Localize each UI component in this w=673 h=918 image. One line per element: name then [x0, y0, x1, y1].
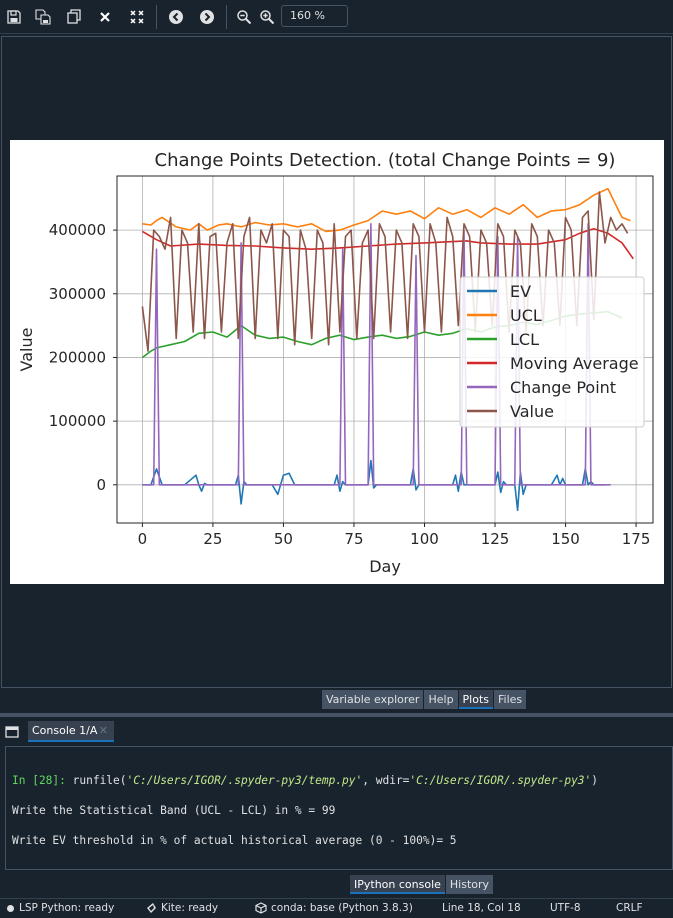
- tab-files[interactable]: Files: [494, 690, 527, 709]
- legend-label: Change Point: [510, 378, 616, 397]
- lsp-status: LSP Python: ready: [6, 899, 114, 918]
- y-tick-label: 300000: [49, 285, 106, 303]
- copy-icon[interactable]: [63, 6, 85, 28]
- pane-splitter[interactable]: [0, 713, 673, 717]
- x-axis-label: Day: [369, 557, 401, 576]
- console-header: Console 1/A ✕: [0, 719, 673, 743]
- x-tick-label: 125: [481, 530, 510, 548]
- legend-label: UCL: [510, 306, 542, 325]
- lsp-status-icon: [7, 904, 14, 912]
- console-options-icon[interactable]: [5, 724, 19, 738]
- x-tick-label: 50: [274, 530, 293, 548]
- console-command: runfile(: [65, 774, 127, 787]
- back-icon[interactable]: [165, 6, 187, 28]
- y-tick-label: 0: [96, 476, 106, 494]
- toolbar-separator: [156, 5, 157, 29]
- legend-label: Value: [510, 402, 554, 421]
- zoom-level-field[interactable]: 160 %: [281, 5, 348, 27]
- console-tab[interactable]: Console 1/A ✕: [28, 721, 114, 742]
- console-command-mid: , wdir=: [362, 774, 410, 787]
- lsp-status-label: LSP Python: ready: [19, 902, 115, 914]
- tab-variable-explorer[interactable]: Variable explorer: [322, 690, 424, 709]
- chart-title: Change Points Detection. (total Change P…: [155, 150, 616, 171]
- toolbar-separator: [226, 5, 227, 29]
- kite-status-label: Kite: ready: [161, 902, 219, 914]
- x-tick-label: 25: [203, 530, 222, 548]
- conda-status-label: conda: base (Python 3.8.3): [271, 902, 413, 914]
- x-tick-label: 150: [551, 530, 580, 548]
- console-input-line: In [28]: runfile('C:/Users/IGOR/.spyder-…: [12, 774, 672, 804]
- conda-status: conda: base (Python 3.8.3): [255, 899, 413, 918]
- tab-plots[interactable]: Plots: [458, 690, 494, 709]
- file-encoding: UTF-8: [550, 902, 581, 914]
- console-tab-label: Console 1/A: [32, 724, 98, 737]
- console-output-line: Write the Statistical Band (UCL - LCL) i…: [12, 804, 336, 817]
- x-tick-label: 0: [138, 530, 148, 548]
- y-tick-label: 400000: [49, 221, 106, 239]
- x-tick-label: 75: [344, 530, 363, 548]
- tab-ipython-console[interactable]: IPython console: [350, 875, 445, 894]
- zoom-in-icon[interactable]: [256, 6, 278, 28]
- zoom-out-icon[interactable]: [233, 6, 255, 28]
- close-all-icon[interactable]: [126, 6, 148, 28]
- close-icon[interactable]: [94, 6, 116, 28]
- console-output-line: Write EV threshold in % of actual histor…: [12, 834, 457, 847]
- conda-cube-icon: [255, 902, 267, 914]
- console-arg-filename: 'C:/Users/IGOR/.spyder-py3/temp.py': [126, 774, 363, 787]
- ipython-console-output[interactable]: In [28]: runfile('C:/Users/IGOR/.spyder-…: [5, 746, 673, 870]
- plots-toolbar: 160 %: [0, 0, 673, 34]
- plot-figure[interactable]: 0 25 50 75 100 125 150 175 0 100000 200000 300000 40…: [10, 140, 664, 584]
- tab-history[interactable]: History: [445, 875, 494, 894]
- series-line-ucl: [142, 187, 631, 233]
- tab-help[interactable]: Help: [424, 690, 458, 709]
- line-chart: 0 25 50 75 100 125 150 175 0 100000 200000 300000 40…: [17, 150, 654, 576]
- plots-pane-tabs: Variable explorer Help Plots Files: [322, 690, 527, 710]
- chart-legend: [459, 276, 645, 428]
- console-command-end: ): [591, 774, 599, 787]
- series-line-moving-average: [141, 228, 634, 260]
- series-line-value: [141, 191, 629, 352]
- console-pane-tabs: IPython console History: [350, 875, 494, 895]
- legend-label: Moving Average: [510, 354, 639, 373]
- console-prompt: In [28]:: [12, 774, 66, 787]
- legend-label: EV: [510, 282, 531, 301]
- kite-status[interactable]: Kite: ready: [145, 899, 218, 918]
- save-icon[interactable]: [3, 6, 25, 28]
- plot-frame: [116, 175, 654, 524]
- legend-label: LCL: [510, 330, 539, 349]
- line-endings: CRLF: [616, 902, 643, 914]
- x-tick-label: 100: [410, 530, 439, 548]
- y-tick-label: 100000: [49, 412, 106, 430]
- forward-icon[interactable]: [196, 6, 218, 28]
- console-arg-wdir: 'C:/Users/IGOR/.spyder-py3': [409, 774, 592, 787]
- cursor-position: Line 18, Col 18: [442, 902, 521, 914]
- y-tick-label: 200000: [49, 348, 106, 366]
- save-all-icon[interactable]: [32, 6, 54, 28]
- x-tick-label: 175: [622, 530, 651, 548]
- kite-icon: [147, 903, 156, 913]
- y-axis-label: Value: [17, 328, 36, 372]
- status-bar: LSP Python: ready Kite: ready conda: bas…: [0, 898, 673, 918]
- close-tab-icon[interactable]: ✕: [98, 724, 108, 737]
